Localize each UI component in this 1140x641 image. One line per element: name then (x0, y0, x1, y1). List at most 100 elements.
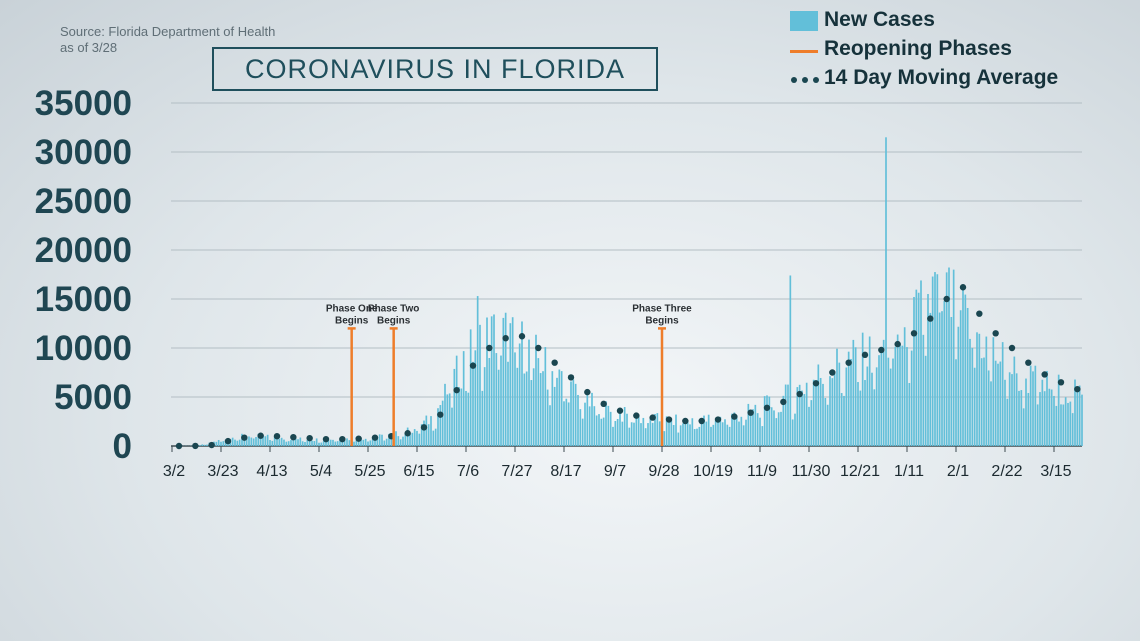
case-bar (665, 416, 668, 446)
case-bar (551, 371, 554, 446)
case-bar (672, 425, 675, 446)
x-tick-label: 8/17 (550, 463, 581, 480)
case-bar (1029, 365, 1032, 446)
case-bar (329, 439, 332, 446)
case-bar (238, 439, 241, 446)
case-bar (945, 272, 948, 446)
case-bar (612, 426, 614, 446)
case-bar (969, 338, 971, 446)
moving-average-dot (649, 414, 656, 421)
case-bar (581, 418, 584, 446)
case-bar (1043, 391, 1046, 446)
case-bar (315, 438, 318, 446)
moving-average-dot (633, 412, 640, 419)
case-bar (322, 441, 325, 446)
case-bar (878, 355, 880, 446)
x-tick-label: 3/15 (1040, 463, 1071, 480)
case-bar (721, 422, 724, 446)
case-bar (222, 441, 225, 446)
case-bar (887, 357, 890, 446)
case-bar (420, 424, 423, 446)
case-bar (460, 388, 463, 446)
case-bar (955, 359, 957, 446)
source-note: Source: Florida Department of Health as … (60, 24, 275, 56)
legend-swatch-line (790, 50, 818, 53)
moving-average-dot (731, 413, 738, 420)
case-bar (395, 431, 397, 446)
case-bar (264, 436, 267, 446)
x-tick-label: 11/9 (747, 463, 777, 480)
case-bar (1050, 389, 1053, 446)
case-bar (448, 393, 451, 446)
case-bar (763, 396, 766, 446)
case-bar (882, 339, 885, 446)
moving-average-dot (551, 359, 558, 366)
case-bar (866, 366, 869, 446)
case-bar (472, 361, 474, 446)
case-bar (642, 417, 645, 446)
x-tick-label: 9/7 (604, 463, 626, 480)
case-bar (966, 307, 969, 446)
case-bar (1006, 398, 1009, 446)
case-bar (234, 439, 236, 446)
case-bar (747, 403, 750, 446)
case-bar (817, 364, 820, 446)
case-bar (206, 444, 208, 446)
case-bar (390, 433, 393, 446)
moving-average-dot (812, 380, 820, 387)
case-bar (677, 432, 680, 446)
case-bar (787, 384, 789, 446)
case-bar (770, 407, 773, 446)
case-bar (523, 373, 526, 446)
case-bar (880, 348, 883, 446)
case-bar (654, 413, 656, 446)
case-bar (313, 441, 316, 446)
case-bar (663, 431, 666, 446)
case-bar (948, 267, 950, 446)
moving-average-dot (567, 374, 575, 381)
case-bar (766, 395, 768, 446)
case-bar (1076, 389, 1079, 446)
case-bar (826, 404, 829, 446)
case-bar (416, 430, 418, 446)
case-bar (262, 435, 264, 446)
case-bar (670, 419, 673, 446)
case-bar (1055, 405, 1058, 446)
case-bar (906, 347, 908, 446)
case-bar (514, 352, 516, 446)
moving-average-dot (518, 333, 526, 340)
case-bar (318, 442, 320, 446)
case-bar (983, 357, 985, 446)
case-bar (325, 439, 327, 446)
case-bar (861, 332, 864, 446)
case-bar (875, 367, 878, 446)
case-bar (453, 368, 456, 446)
case-bar (273, 436, 276, 446)
case-bar (537, 358, 540, 446)
case-bar (455, 355, 458, 446)
x-tick-label: 3/2 (163, 463, 185, 480)
case-bar (558, 369, 561, 446)
case-bar (822, 383, 824, 446)
case-bar (474, 350, 477, 446)
case-bar (626, 413, 628, 446)
case-bar (280, 437, 283, 446)
phase-label: Begins (377, 315, 411, 326)
case-bar (1078, 385, 1081, 446)
case-bar (619, 412, 621, 446)
case-bar (943, 300, 946, 446)
case-bar (411, 432, 414, 446)
moving-average-dot (420, 424, 428, 431)
case-bar (1032, 371, 1034, 446)
moving-average-dot (584, 388, 591, 396)
moving-average-dot (257, 432, 264, 439)
case-bar (913, 296, 915, 446)
case-bar (490, 316, 493, 446)
case-bar (616, 418, 619, 446)
case-bar (579, 409, 582, 446)
case-bar (845, 367, 848, 446)
case-bar (847, 351, 850, 446)
moving-average-dot (322, 435, 330, 443)
case-bar (220, 441, 222, 446)
moving-average-dot (535, 344, 542, 352)
